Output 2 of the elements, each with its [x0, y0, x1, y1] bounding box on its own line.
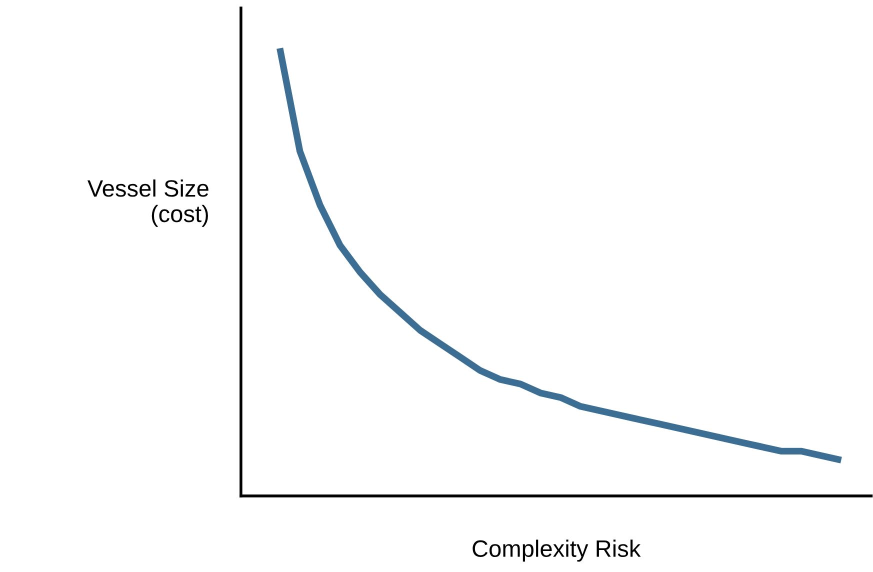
x-axis-title: Complexity Risk — [472, 540, 641, 562]
y-axis-title: Vessel Size (cost) — [87, 179, 208, 227]
